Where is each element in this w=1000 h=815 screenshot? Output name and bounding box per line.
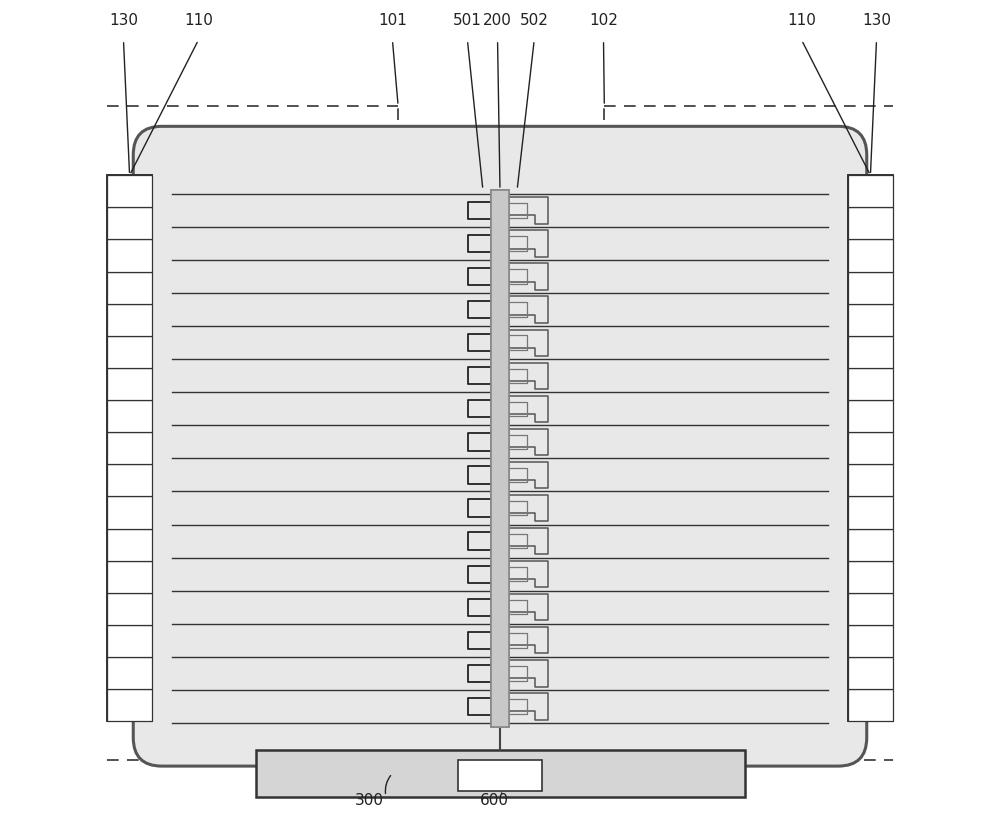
- Bar: [848, 368, 893, 400]
- Bar: [107, 465, 152, 496]
- Bar: [107, 175, 152, 721]
- Bar: [107, 271, 152, 304]
- FancyBboxPatch shape: [133, 126, 867, 766]
- Bar: [107, 400, 152, 432]
- Bar: [848, 400, 893, 432]
- Bar: [848, 529, 893, 561]
- Bar: [848, 657, 893, 689]
- Bar: [848, 496, 893, 529]
- Text: 502: 502: [520, 13, 549, 28]
- Bar: [848, 175, 893, 721]
- Text: 130: 130: [862, 13, 891, 28]
- Bar: [107, 529, 152, 561]
- Bar: [107, 657, 152, 689]
- Text: 300: 300: [355, 794, 384, 808]
- Bar: [848, 432, 893, 465]
- Text: 200: 200: [483, 13, 512, 28]
- Bar: [848, 304, 893, 336]
- Bar: [107, 561, 152, 593]
- Bar: [848, 336, 893, 368]
- Bar: [107, 240, 152, 271]
- Bar: [491, 190, 509, 727]
- Bar: [848, 593, 893, 625]
- Text: 110: 110: [184, 13, 213, 28]
- Text: 130: 130: [109, 13, 138, 28]
- Bar: [848, 465, 893, 496]
- Bar: [107, 593, 152, 625]
- Bar: [848, 175, 893, 207]
- Bar: [107, 432, 152, 465]
- Text: 501: 501: [453, 13, 482, 28]
- Bar: [107, 368, 152, 400]
- Bar: [107, 304, 152, 336]
- Bar: [458, 760, 542, 791]
- Bar: [848, 625, 893, 657]
- Text: 101: 101: [378, 13, 407, 28]
- Bar: [107, 689, 152, 721]
- Text: 102: 102: [589, 13, 618, 28]
- Bar: [107, 207, 152, 240]
- Bar: [848, 689, 893, 721]
- Bar: [491, 190, 509, 727]
- Bar: [848, 207, 893, 240]
- Bar: [848, 271, 893, 304]
- Bar: [107, 175, 152, 207]
- Bar: [107, 496, 152, 529]
- Bar: [107, 625, 152, 657]
- Bar: [848, 561, 893, 593]
- Bar: [848, 240, 893, 271]
- Bar: [256, 750, 745, 797]
- Text: 600: 600: [480, 794, 509, 808]
- Bar: [107, 336, 152, 368]
- Text: 110: 110: [787, 13, 816, 28]
